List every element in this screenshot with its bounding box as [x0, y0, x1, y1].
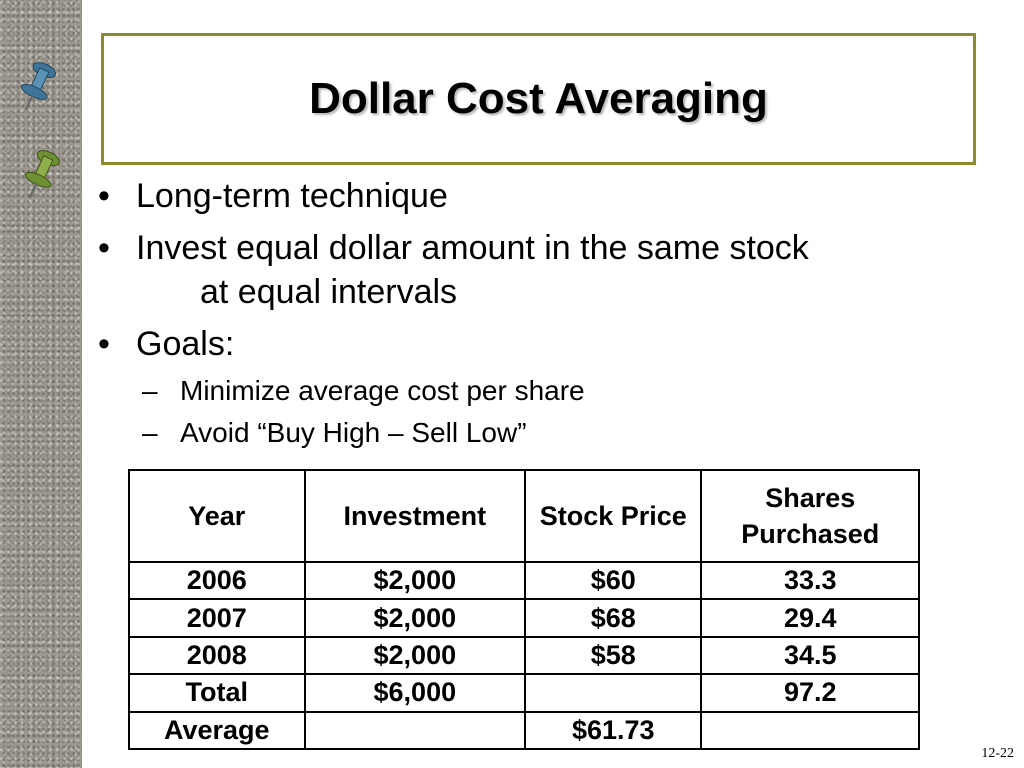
total-price-empty: [524, 673, 703, 713]
total-shares: 97.2: [700, 673, 920, 713]
cell-investment: $2,000: [303, 560, 527, 601]
average-price: $61.73: [524, 710, 703, 751]
bullet-glyph: •: [98, 229, 110, 267]
green-pushpin-icon: [14, 148, 64, 213]
blue-pushpin-icon: [10, 60, 60, 125]
bullet-item: • Goals:: [98, 322, 978, 366]
sub-bullet-text: Minimize average cost per share: [180, 375, 585, 406]
dash-glyph: –: [142, 375, 158, 406]
total-row: Total $6,000 97.2: [128, 673, 920, 713]
table-header-row: Year Investment Stock Price Shares Purch…: [128, 469, 920, 563]
sub-bullet-item: – Minimize average cost per share: [98, 372, 978, 410]
header-stock-price: Stock Price: [524, 469, 703, 563]
header-shares-purchased: Shares Purchased: [700, 469, 920, 563]
title-box: Dollar Cost Averaging: [101, 33, 976, 165]
average-investment-empty: [303, 710, 527, 751]
stone-sidebar: [0, 0, 82, 768]
cell-stock-price: $60: [524, 560, 703, 601]
average-label: Average: [128, 710, 306, 751]
dash-glyph: –: [142, 417, 158, 448]
bullet-glyph: •: [98, 177, 110, 215]
sub-bullet-text: Avoid “Buy High – Sell Low”: [180, 417, 527, 448]
bullet-text-continuation: at equal intervals: [200, 273, 458, 311]
bullet-item: • Long-term technique: [98, 174, 978, 218]
table-row: 2006 $2,000 $60 33.3: [128, 560, 920, 601]
cell-stock-price: $58: [524, 635, 703, 676]
sub-bullet-item: – Avoid “Buy High – Sell Low”: [98, 414, 978, 452]
page-number: 12-22: [981, 746, 1014, 761]
average-row: Average $61.73: [128, 710, 920, 751]
header-investment: Investment: [303, 469, 527, 563]
bullet-text: Long-term technique: [136, 177, 448, 215]
cell-shares: 33.3: [700, 560, 920, 601]
cell-year: 2006: [128, 560, 306, 601]
table-row: 2007 $2,000 $68 29.4: [128, 598, 920, 638]
cell-stock-price: $68: [524, 598, 703, 638]
bullet-text: Invest equal dollar amount in the same s…: [136, 229, 809, 267]
total-investment: $6,000: [303, 673, 527, 713]
cell-investment: $2,000: [303, 598, 527, 638]
table-row: 2008 $2,000 $58 34.5: [128, 635, 920, 676]
bullet-glyph: •: [98, 325, 110, 363]
cell-year: 2007: [128, 598, 306, 638]
bullet-text: Goals:: [136, 325, 235, 363]
total-label: Total: [128, 673, 306, 713]
average-shares-empty: [700, 710, 920, 751]
page-title: Dollar Cost Averaging: [309, 74, 768, 123]
cell-shares: 34.5: [700, 635, 920, 676]
bullet-item: • Invest equal dollar amount in the same…: [98, 226, 978, 314]
bullet-list: • Long-term technique • Invest equal dol…: [98, 174, 978, 458]
cell-investment: $2,000: [303, 635, 527, 676]
investment-table: Year Investment Stock Price Shares Purch…: [128, 469, 920, 751]
cell-year: 2008: [128, 635, 306, 676]
cell-shares: 29.4: [700, 598, 920, 638]
header-year: Year: [128, 469, 306, 563]
